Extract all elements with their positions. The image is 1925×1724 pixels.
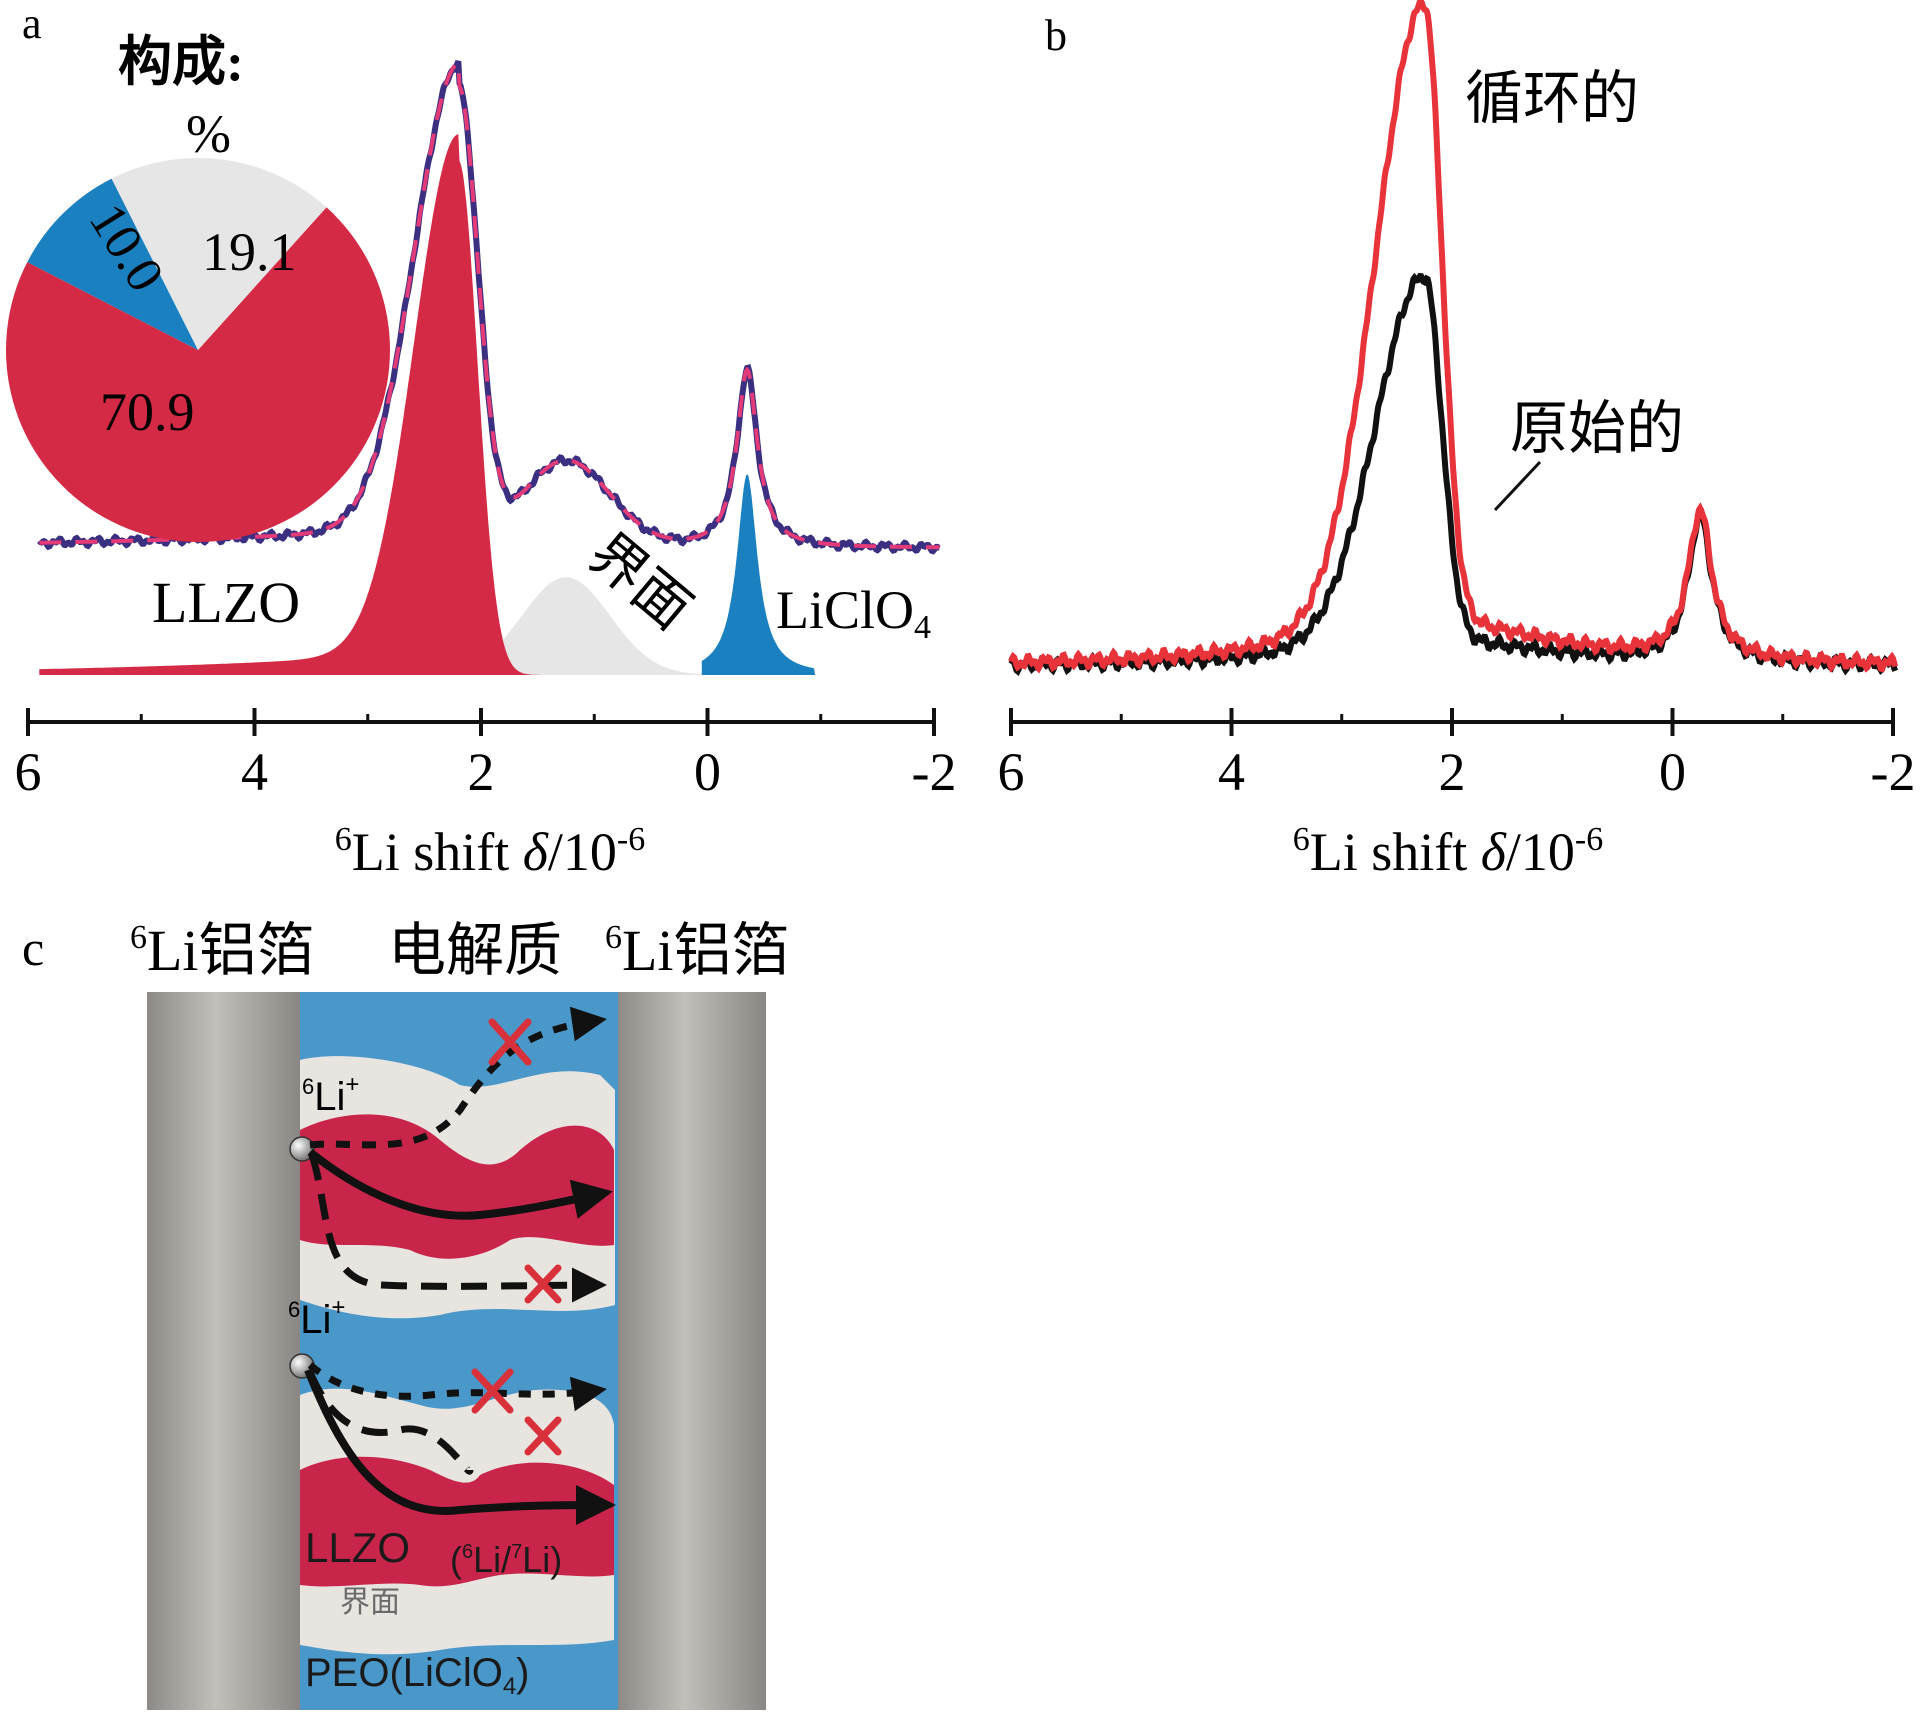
path-dashed-upper-blocked (309, 1006, 607, 1149)
panel-c-schematic: c 6Li铝箔 电解质 6Li铝箔 6Li+ 6Li+ (22, 918, 790, 1710)
header-electrolyte: 电解质 (388, 918, 562, 983)
block-x-4 (524, 1416, 562, 1456)
x-axis-b: 6 4 2 0 -2 (998, 708, 1916, 802)
header-right-foil: 6Li铝箔 (605, 918, 790, 983)
tick-label-a-4: -2 (912, 742, 957, 802)
inset-pie-chart: 构成: % 70.9 10.0 19.1 (6, 32, 391, 542)
label-llzo: LLZO (152, 570, 300, 635)
schematic-label-llzo: LLZO (305, 1524, 410, 1571)
block-x-2 (524, 1264, 562, 1304)
pie-unit: % (186, 104, 231, 164)
series-label-pristine: 原始的 (1510, 396, 1684, 461)
schematic-label-isotopes: (6Li/7Li) (450, 1539, 562, 1580)
component-LiClO4 (701, 474, 816, 675)
panel-a: a 6 4 2 0 -2 LLZO 界面 LiClO4 构成: % 70.9 10.0 … (6, 0, 956, 882)
panel-b: b 6 4 2 0 -2 循环的 原始的 6Li shift δ/10-6 (998, 0, 1916, 882)
schematic-label-peo: PEO(LiClO4) (305, 1651, 530, 1700)
series-循环的 (1008, 0, 1899, 674)
component-fills (39, 134, 816, 676)
right-li-foil (618, 992, 766, 1710)
panel-a-label: a (22, 0, 42, 48)
path-dashed-lower-interface (306, 1370, 474, 1475)
block-x-1 (488, 1018, 532, 1066)
panel-b-label: b (1045, 11, 1067, 60)
ion-label-upper: 6Li+ (302, 1071, 359, 1119)
x-axis-a: 6 4 2 0 -2 (15, 708, 957, 802)
component-LLZO (39, 134, 566, 676)
ion-label-lower: 6Li+ (288, 1294, 345, 1342)
pie-title: 构成: (118, 32, 244, 92)
path-dashed-lower-blocked (307, 1362, 607, 1412)
schematic-label-interface: 界面 (340, 1586, 400, 1619)
tick-label-b-3: 0 (1659, 742, 1686, 802)
tick-label-a-1: 4 (241, 742, 268, 802)
left-li-foil (147, 992, 300, 1710)
x-axis-label-a: 6Li shift δ/10-6 (335, 821, 645, 882)
pie-slice-0 (6, 207, 391, 542)
pie-slice-2 (111, 158, 327, 350)
tick-label-a-0: 6 (15, 742, 42, 802)
block-marks (471, 1018, 562, 1456)
pie-label-interface: 19.1 (202, 222, 297, 282)
label-liclo4: LiClO4 (776, 580, 931, 646)
path-dashed-upper-interface (308, 1153, 607, 1303)
path-solid-lower-llzo (304, 1368, 616, 1526)
tick-label-b-2: 2 (1439, 742, 1466, 802)
series-label-cycled: 循环的 (1465, 66, 1639, 131)
x-axis-label-b: 6Li shift δ/10-6 (1293, 821, 1603, 882)
tick-label-b-1: 4 (1218, 742, 1245, 802)
tick-label-b-4: -2 (1871, 742, 1916, 802)
component-界面 (458, 577, 702, 675)
pie-label-llzo: 70.9 (100, 382, 195, 442)
path-solid-upper-llzo (307, 1148, 613, 1220)
tick-label-a-3: 0 (694, 742, 721, 802)
tick-label-a-2: 2 (468, 742, 495, 802)
pristine-leader-line (1493, 460, 1542, 512)
llzo-particle-upper (300, 1114, 614, 1259)
header-left-foil: 6Li铝箔 (130, 918, 315, 983)
panel-c-label: c (22, 920, 44, 976)
spectrum-curves-b (1008, 0, 1899, 676)
pie-slice-1 (27, 178, 198, 350)
block-x-3 (471, 1368, 514, 1414)
tick-label-b-0: 6 (998, 742, 1025, 802)
